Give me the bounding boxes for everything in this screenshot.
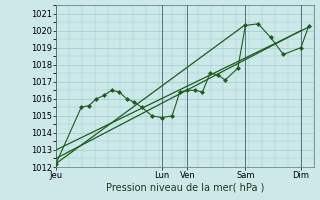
X-axis label: Pression niveau de la mer( hPa ): Pression niveau de la mer( hPa ) bbox=[106, 183, 264, 193]
